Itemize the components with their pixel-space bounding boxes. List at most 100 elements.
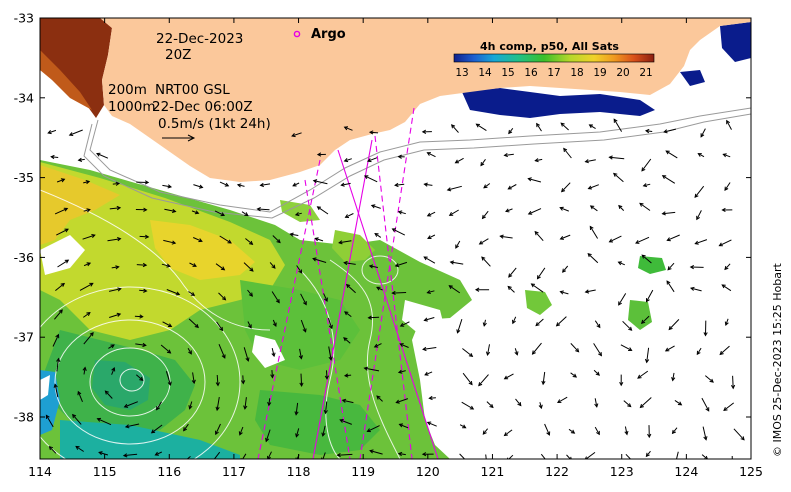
current-arrow-head — [339, 419, 344, 423]
current-arrow — [482, 428, 488, 435]
current-arrow — [237, 184, 245, 187]
current-arrow — [457, 318, 463, 333]
current-arrow — [48, 129, 57, 134]
current-arrow — [593, 343, 602, 356]
current-arrow-head — [198, 184, 204, 189]
x-tick-label: 121 — [481, 464, 505, 479]
current-arrow-head — [397, 451, 403, 457]
current-arrow — [665, 345, 675, 352]
current-arrow-head — [560, 122, 565, 127]
current-arrow — [55, 283, 65, 291]
current-arrow-head — [628, 347, 633, 351]
current-arrow — [560, 207, 569, 212]
current-arrow-head — [677, 401, 683, 406]
current-arrow — [613, 173, 624, 183]
x-axis: 114 115 116 117 118 119 120 121 122 123 124 125 — [28, 18, 763, 479]
current-arrow — [594, 320, 601, 328]
current-arrow — [566, 454, 571, 459]
current-arrow-head — [86, 208, 91, 213]
current-arrow-head — [391, 228, 397, 232]
current-arrow — [594, 426, 600, 435]
current-arrow — [392, 228, 406, 236]
current-arrow — [535, 318, 544, 326]
current-arrow-head — [426, 212, 432, 217]
current-arrow — [646, 450, 651, 457]
current-arrow — [216, 321, 223, 331]
current-arrow-head — [265, 437, 270, 443]
current-arrow-head — [668, 325, 673, 331]
current-arrow — [98, 451, 109, 456]
current-arrow — [162, 321, 172, 327]
current-arrow-head — [220, 266, 226, 271]
current-arrow-head — [60, 282, 66, 287]
current-arrow-head — [399, 343, 404, 348]
colorbar-tick-label: 18 — [570, 67, 583, 79]
current-arrow-head — [343, 126, 349, 131]
current-arrow — [300, 293, 307, 305]
current-arrow — [299, 348, 302, 359]
current-arrow-head — [345, 283, 351, 289]
current-arrow-head — [426, 421, 432, 426]
current-arrow-head — [627, 403, 632, 408]
current-arrow-head — [527, 210, 533, 215]
current-arrow-head — [666, 237, 671, 242]
current-arrow-head — [664, 347, 670, 352]
current-arrow — [560, 234, 571, 240]
current-arrow-head — [612, 172, 618, 177]
current-arrow — [290, 233, 299, 236]
current-arrow-head — [91, 234, 96, 239]
current-arrow — [641, 315, 650, 324]
current-arrow-head — [96, 152, 101, 157]
current-arrow-head — [82, 366, 87, 371]
current-arrow — [242, 453, 247, 459]
current-arrow-head — [323, 409, 328, 415]
current-arrow — [376, 395, 383, 402]
current-arrow-head — [122, 453, 128, 458]
current-arrow — [641, 158, 652, 172]
current-arrow-head — [584, 456, 589, 459]
current-arrow — [192, 372, 195, 384]
current-arrow-head — [671, 429, 676, 435]
current-arrow-head — [363, 366, 369, 371]
current-arrow — [623, 400, 632, 407]
current-arrow — [108, 344, 115, 349]
current-arrow — [49, 446, 57, 454]
current-arrow-head — [139, 314, 144, 319]
current-arrow-head — [191, 379, 196, 385]
current-arrow-head — [639, 202, 644, 207]
current-arrow — [400, 321, 410, 327]
current-arrow-head — [272, 322, 277, 327]
current-arrow-head — [584, 289, 590, 294]
current-arrow — [560, 291, 569, 295]
current-arrow — [345, 213, 354, 218]
current-arrow — [56, 178, 65, 183]
current-arrow — [725, 318, 729, 326]
current-arrow — [187, 348, 192, 355]
current-arrow — [245, 238, 253, 245]
current-arrow — [531, 283, 544, 293]
current-arrow — [487, 344, 490, 356]
current-arrow-head — [124, 424, 130, 429]
no-data-gaps — [40, 235, 445, 400]
arrow-scale-icon — [162, 134, 196, 142]
current-arrow — [69, 129, 83, 136]
current-arrow — [536, 123, 542, 132]
current-arrow — [57, 259, 69, 268]
current-arrow-head — [270, 374, 275, 379]
sst-field — [40, 160, 666, 459]
current-arrow-head — [421, 129, 427, 134]
current-arrow-head — [323, 297, 328, 303]
current-arrow — [271, 370, 273, 378]
current-arrow — [267, 451, 272, 459]
current-arrow — [726, 120, 732, 130]
product-time-label: 22-Dec 06:00Z — [152, 99, 253, 115]
current-arrow-head — [689, 286, 695, 291]
current-arrow-head — [570, 429, 576, 434]
current-arrow-head — [595, 371, 600, 376]
current-arrow — [701, 397, 710, 412]
y-tick-label: -36 — [14, 250, 34, 265]
current-arrow-head — [211, 460, 214, 464]
current-arrow-head — [423, 317, 428, 322]
current-arrow — [724, 182, 731, 191]
current-arrow-head — [645, 452, 650, 458]
